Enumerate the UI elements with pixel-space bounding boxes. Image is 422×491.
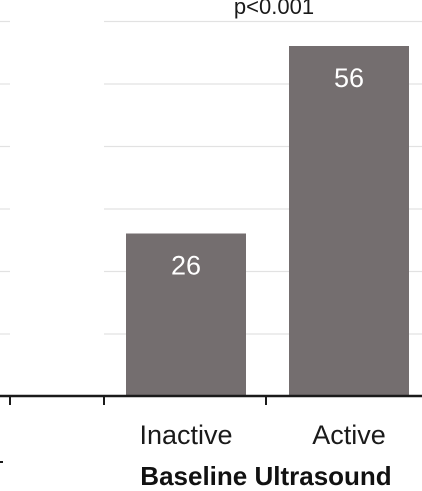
x-axis-title: Baseline Ultrasound [140, 461, 391, 491]
bar-active [289, 46, 409, 396]
bar-inactive [126, 233, 246, 396]
bar-value-labels: 26 56 [171, 63, 364, 281]
bar-value-label-active: 56 [334, 63, 364, 93]
x-tick-label-inactive: Inactive [139, 420, 232, 450]
bar-value-label-inactive: 26 [171, 251, 201, 281]
x-axis-ticks [9, 396, 267, 405]
significance-annotation: p<0.001 [234, 0, 314, 19]
x-tick-labels: Inactive Active [139, 420, 385, 450]
bars [126, 46, 409, 396]
x-tick-label-active: Active [312, 420, 386, 450]
